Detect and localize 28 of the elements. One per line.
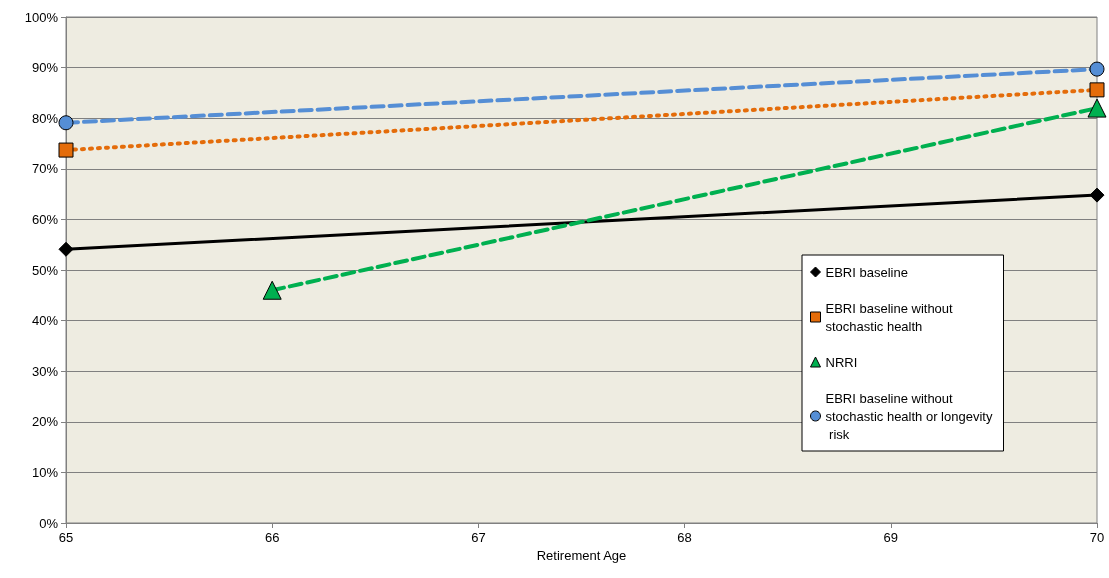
point — [1089, 82, 1105, 98]
legend-label: EBRI baseline without stochastic health — [825, 300, 957, 334]
y-tick-label: 20% — [31, 414, 59, 430]
y-tick-label: 30% — [31, 363, 59, 379]
point — [58, 115, 74, 131]
x-axis-title: Retirement Age — [536, 547, 627, 563]
y-tick-label: 90% — [31, 60, 59, 76]
y-tick-label: 10% — [31, 464, 59, 480]
x-tick-label: 67 — [471, 530, 486, 545]
y-tick-label: 100% — [24, 9, 59, 25]
point — [1089, 187, 1105, 203]
x-tick-label: 66 — [264, 530, 280, 545]
legend-label: EBRI baseline without stochastic health or longevity risk — [825, 390, 993, 442]
legend-label: NRRI — [825, 354, 858, 370]
x-tick-label: 68 — [677, 530, 692, 545]
point — [58, 142, 74, 158]
y-tick-label: 60% — [31, 211, 59, 227]
legend-label: EBRI baseline — [825, 264, 908, 280]
y-tick-label: 40% — [31, 313, 59, 329]
point — [58, 241, 74, 257]
y-tick-label: 70% — [31, 161, 59, 177]
y-tick-label: 50% — [31, 262, 59, 278]
y-tick-label: 0% — [39, 515, 59, 531]
point — [1089, 61, 1105, 77]
y-tick-label: 80% — [31, 110, 59, 126]
x-tick-label: 69 — [883, 530, 899, 545]
x-tick-label: 65 — [58, 530, 74, 545]
x-tick-label: 70 — [1089, 530, 1105, 545]
